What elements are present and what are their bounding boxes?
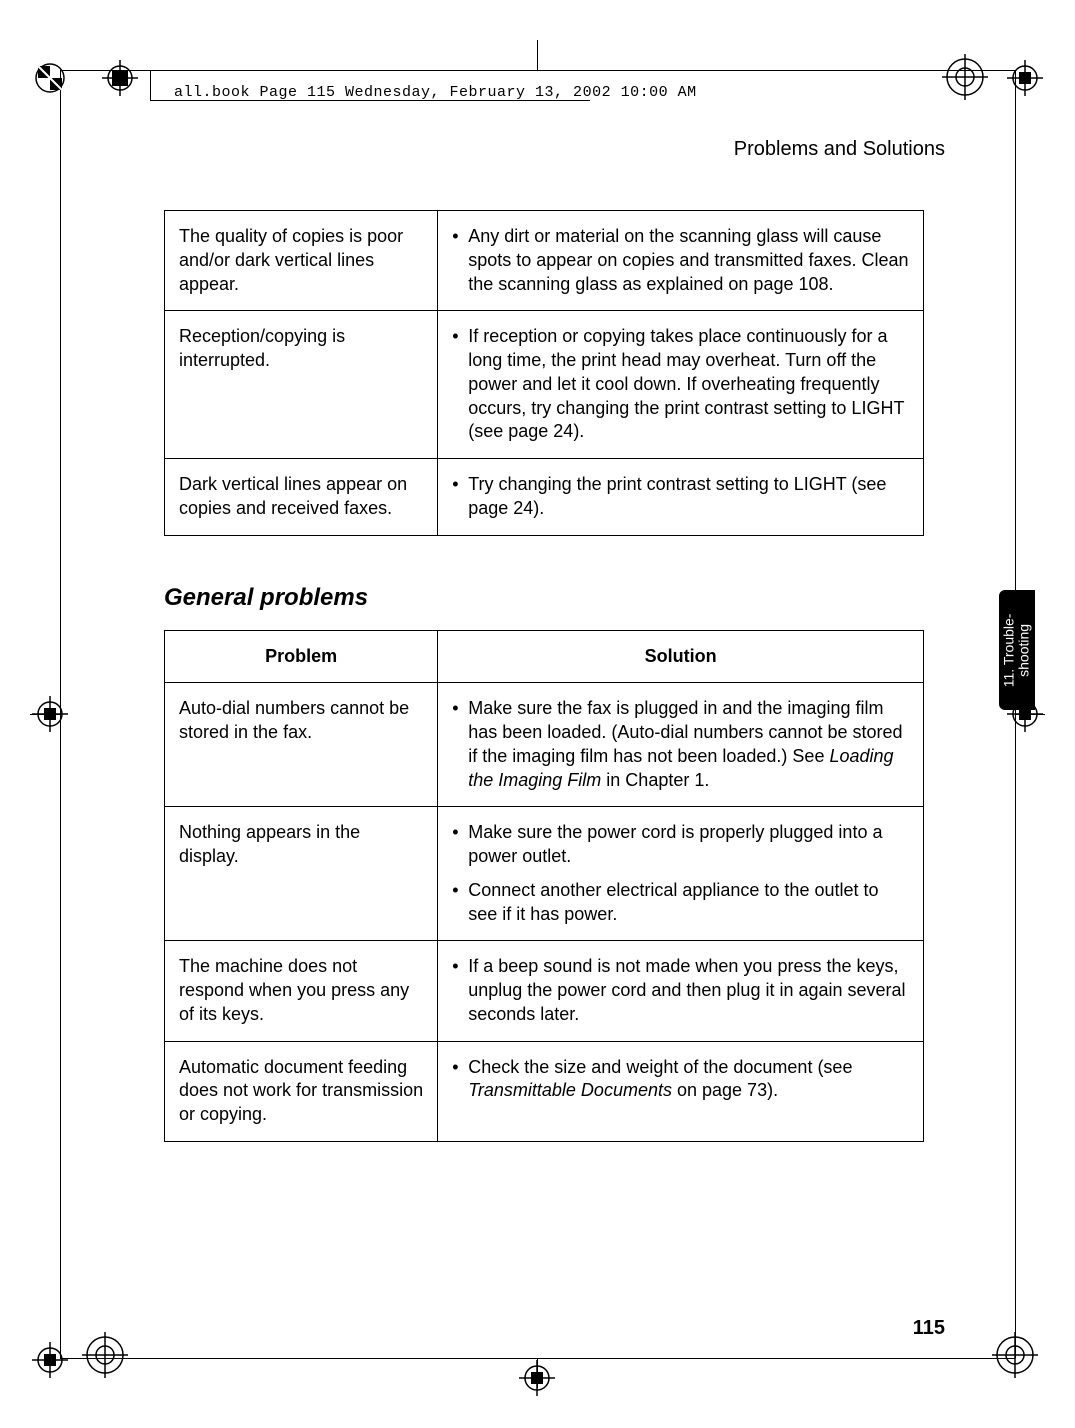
bullet-icon: • [452, 325, 468, 444]
problem-cell: Reception/copying is interrupted. [165, 311, 438, 459]
reg-mark-top-left [100, 58, 140, 98]
table-row: The quality of copies is poor and/or dar… [165, 211, 924, 311]
table-header-row: Problem Solution [165, 630, 924, 683]
solution-text: Make sure the power cord is properly plu… [468, 821, 909, 869]
reg-mark-left-mid [30, 694, 70, 734]
side-tab-line1: 11. Trouble- [1001, 613, 1017, 687]
reg-mark-top-right [940, 52, 990, 102]
bullet-icon: • [452, 879, 468, 927]
reg-mark-top-left-outer [30, 58, 70, 98]
side-tab-line2: shooting [1016, 624, 1032, 677]
reg-mark-bottom-mid [517, 1358, 557, 1398]
section-title: Problems and Solutions [734, 138, 945, 161]
solution-cell: •If a beep sound is not made when you pr… [438, 941, 924, 1041]
header-file-path: all.book Page 115 Wednesday, February 13… [174, 84, 697, 101]
bullet-icon: • [452, 473, 468, 521]
solution-text: Try changing the print contrast setting … [468, 473, 909, 521]
problem-cell: Nothing appears in the display. [165, 807, 438, 941]
solution-cell: •Check the size and weight of the docume… [438, 1041, 924, 1141]
table-copy-problems: The quality of copies is poor and/or dar… [164, 210, 924, 536]
solution-cell: •Make sure the fax is plugged in and the… [438, 683, 924, 807]
tick-top-mid [537, 40, 538, 70]
problem-cell: Automatic document feeding does not work… [165, 1041, 438, 1141]
table-row: Reception/copying is interrupted.•If rec… [165, 311, 924, 459]
reg-mark-top-right-2 [1005, 58, 1045, 98]
bullet-icon: • [452, 697, 468, 792]
solution-cell: •Make sure the power cord is properly pl… [438, 807, 924, 941]
header-box-left [150, 70, 151, 100]
problem-cell: Auto-dial numbers cannot be stored in th… [165, 683, 438, 807]
main-content: The quality of copies is poor and/or dar… [164, 210, 924, 1190]
solution-text: Any dirt or material on the scanning gla… [468, 225, 909, 296]
solution-cell: •If reception or copying takes place con… [438, 311, 924, 459]
table-general-problems: Problem Solution Auto-dial numbers canno… [164, 630, 924, 1142]
problem-cell: The quality of copies is poor and/or dar… [165, 211, 438, 311]
solution-cell: •Try changing the print contrast setting… [438, 459, 924, 536]
side-tab: 11. Trouble- shooting [999, 590, 1035, 710]
bullet-icon: • [452, 821, 468, 869]
header-problem: Problem [165, 630, 438, 683]
reg-mark-bottom-left [30, 1340, 70, 1380]
solution-text: Make sure the fax is plugged in and the … [468, 697, 909, 792]
solution-text: If reception or copying takes place cont… [468, 325, 909, 444]
page-number: 115 [913, 1317, 945, 1340]
reg-mark-bottom-right [990, 1330, 1040, 1380]
table-row: Nothing appears in the display.•Make sur… [165, 807, 924, 941]
problem-cell: The machine does not respond when you pr… [165, 941, 438, 1041]
bullet-icon: • [452, 225, 468, 296]
solution-text: If a beep sound is not made when you pre… [468, 955, 909, 1026]
solution-text: Check the size and weight of the documen… [468, 1056, 909, 1104]
bullet-icon: • [452, 1056, 468, 1104]
solution-text: Connect another electrical appliance to … [468, 879, 909, 927]
table-row: Automatic document feeding does not work… [165, 1041, 924, 1141]
table-row: Auto-dial numbers cannot be stored in th… [165, 683, 924, 807]
header-solution: Solution [438, 630, 924, 683]
table-row: The machine does not respond when you pr… [165, 941, 924, 1041]
reg-mark-bottom-left-2 [80, 1330, 130, 1380]
general-problems-heading: General problems [164, 584, 924, 612]
table-row: Dark vertical lines appear on copies and… [165, 459, 924, 536]
problem-cell: Dark vertical lines appear on copies and… [165, 459, 438, 536]
solution-cell: •Any dirt or material on the scanning gl… [438, 211, 924, 311]
header-box-top [150, 70, 590, 71]
bullet-icon: • [452, 955, 468, 1026]
